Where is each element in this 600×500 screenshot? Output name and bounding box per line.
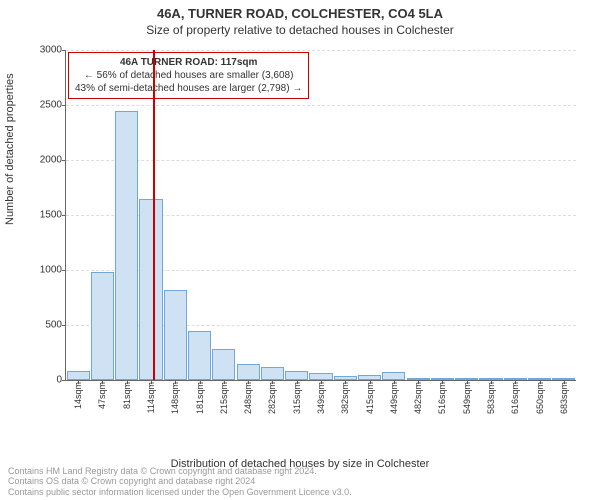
xtick-label: 549sqm xyxy=(462,382,472,414)
xtick-label: 47sqm xyxy=(97,382,107,409)
footer-line-1: Contains HM Land Registry data © Crown c… xyxy=(8,466,352,477)
bar xyxy=(188,331,211,381)
xtick-label: 248sqm xyxy=(243,382,253,414)
ytick-mark xyxy=(62,215,66,216)
xtick-label: 616sqm xyxy=(510,382,520,414)
xtick-label: 482sqm xyxy=(413,382,423,414)
xtick-label: 14sqm xyxy=(73,382,83,409)
ytick-mark xyxy=(62,105,66,106)
callout-line-larger: 43% of semi-detached houses are larger (… xyxy=(75,82,302,95)
xtick-label: 516sqm xyxy=(437,382,447,414)
xtick-label: 382sqm xyxy=(340,382,350,414)
page-title: 46A, TURNER ROAD, COLCHESTER, CO4 5LA xyxy=(0,0,600,21)
callout-line-smaller: ← 56% of detached houses are smaller (3,… xyxy=(75,69,302,82)
xtick-label: 215sqm xyxy=(219,382,229,414)
ytick-label: 1500 xyxy=(40,210,62,221)
ytick-label: 0 xyxy=(56,375,62,386)
xtick-label: 81sqm xyxy=(122,382,132,409)
bar xyxy=(261,367,284,380)
xtick-label: 148sqm xyxy=(170,382,180,414)
ytick-label: 500 xyxy=(45,320,62,331)
bar xyxy=(382,372,405,380)
ytick-label: 2500 xyxy=(40,100,62,111)
page-subtitle: Size of property relative to detached ho… xyxy=(0,21,600,37)
ytick-mark xyxy=(62,160,66,161)
ytick-label: 2000 xyxy=(40,155,62,166)
xtick-label: 282sqm xyxy=(267,382,277,414)
footer-line-2: Contains OS data © Crown copyright and d… xyxy=(8,476,352,487)
marker-callout: 46A TURNER ROAD: 117sqm ← 56% of detache… xyxy=(68,52,309,99)
ytick-mark xyxy=(62,380,66,381)
marker-line xyxy=(153,50,155,380)
xtick-label: 650sqm xyxy=(535,382,545,414)
bar xyxy=(285,371,308,380)
bar xyxy=(115,111,138,381)
bar xyxy=(212,349,235,380)
xtick-label: 583sqm xyxy=(486,382,496,414)
bar xyxy=(164,290,187,380)
y-axis-label: Number of detached properties xyxy=(4,73,16,225)
xtick-label: 349sqm xyxy=(316,382,326,414)
xtick-label: 114sqm xyxy=(146,382,156,413)
bar xyxy=(237,364,260,381)
footer-attribution: Contains HM Land Registry data © Crown c… xyxy=(8,466,352,498)
ytick-label: 1000 xyxy=(40,265,62,276)
ytick-label: 3000 xyxy=(40,45,62,56)
callout-title: 46A TURNER ROAD: 117sqm xyxy=(75,56,302,69)
ytick-mark xyxy=(62,270,66,271)
xtick-label: 181sqm xyxy=(195,382,205,414)
xtick-label: 449sqm xyxy=(389,382,399,414)
ytick-mark xyxy=(62,325,66,326)
xtick-label: 315sqm xyxy=(292,382,302,414)
chart-container: 46A, TURNER ROAD, COLCHESTER, CO4 5LA Si… xyxy=(0,0,600,500)
xtick-label: 683sqm xyxy=(559,382,569,414)
plot-area: 46A TURNER ROAD: 117sqm ← 56% of detache… xyxy=(65,50,576,381)
footer-line-3: Contains public sector information licen… xyxy=(8,487,352,498)
grid-line xyxy=(66,50,576,51)
ytick-mark xyxy=(62,50,66,51)
grid-line xyxy=(66,160,576,161)
bar xyxy=(139,199,162,381)
bar xyxy=(309,373,332,380)
bar xyxy=(67,371,90,380)
bar xyxy=(91,272,114,380)
grid-line xyxy=(66,105,576,106)
xtick-label: 415sqm xyxy=(365,382,375,414)
